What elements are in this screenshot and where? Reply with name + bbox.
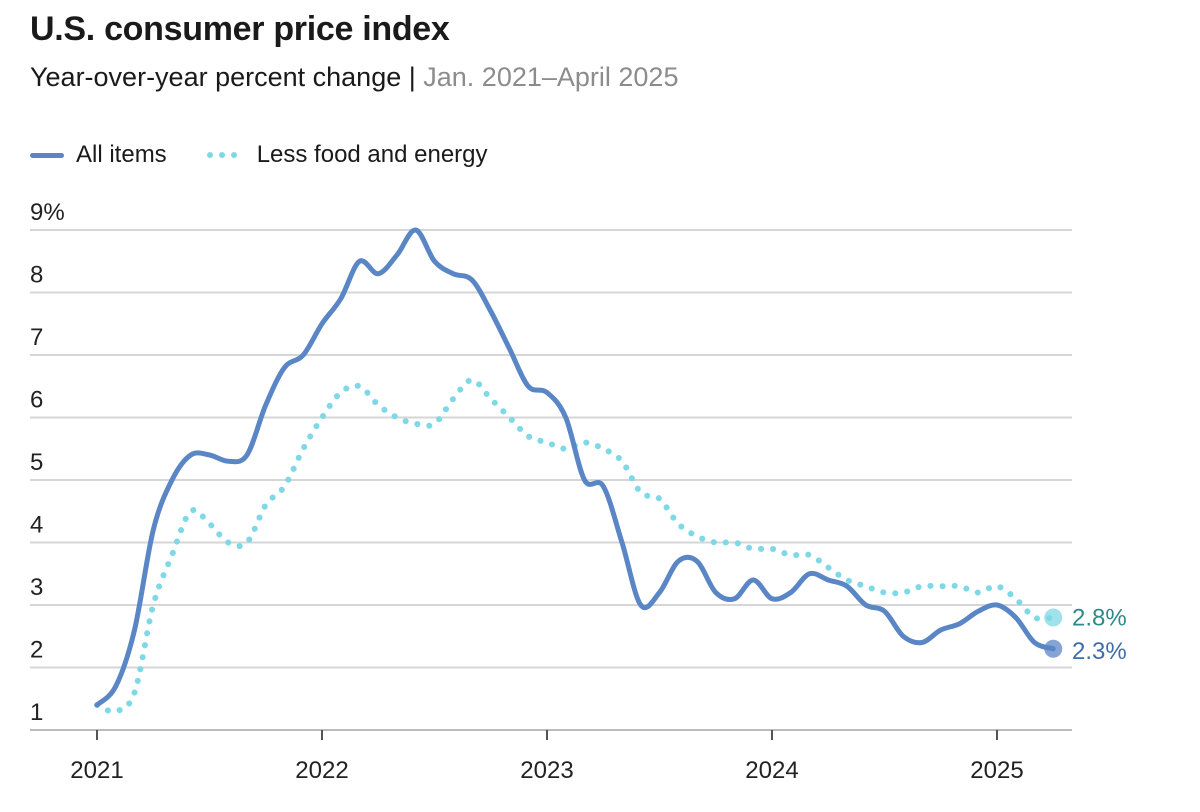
x-tick-label: 2025 — [970, 757, 1023, 784]
legend-dot — [206, 152, 213, 158]
y-tick-label: 9% — [30, 199, 65, 226]
end-label-less-food-and-energy: 2.8% — [1072, 605, 1127, 632]
legend-dot — [218, 152, 225, 158]
y-tick-label: 2 — [30, 637, 43, 664]
series-line-all-items — [94, 227, 1056, 708]
y-tick-label: 6 — [30, 387, 43, 414]
legend-swatch-dotted — [206, 152, 243, 158]
chart-title: U.S. consumer price index — [30, 10, 450, 48]
cpi-line-chart: 1 2 3 4 5 6 7 8 9% 2021 2022 2023 2024 2025 2.8% 2.3% — [30, 199, 1127, 784]
end-point-all-items — [1044, 639, 1063, 658]
series-line-less-food-and-energy — [94, 376, 1057, 715]
y-tick-label: 4 — [30, 512, 43, 539]
legend-dot — [230, 152, 237, 158]
end-label-all-items: 2.3% — [1072, 638, 1127, 665]
y-tick-label: 5 — [30, 449, 43, 476]
y-tick-label: 1 — [30, 699, 43, 726]
legend-label-core: Less food and energy — [256, 141, 488, 168]
legend-swatch-solid — [30, 152, 64, 158]
legend-label-all-items: All items — [76, 141, 167, 168]
y-tick-label: 7 — [30, 324, 43, 351]
chart-subtitle: Year-over-year percent change | Jan. 202… — [30, 62, 678, 93]
legend-item-core: Less food and energy — [206, 141, 488, 169]
x-tick-label: 2024 — [745, 757, 798, 784]
x-tick-label: 2023 — [520, 757, 573, 784]
legend-item-all-items: All items — [30, 141, 167, 169]
x-tick-label: 2022 — [295, 757, 348, 784]
subtitle-main: Year-over-year percent change — [30, 62, 402, 92]
end-point-less-food-and-energy — [1044, 608, 1063, 627]
chart-legend: All items Less food and energy — [30, 138, 528, 172]
y-tick-label: 8 — [30, 262, 43, 289]
subtitle-separator: | — [401, 62, 424, 92]
subtitle-date-range: Jan. 2021–April 2025 — [423, 62, 679, 92]
x-tick-label: 2021 — [70, 757, 123, 784]
y-tick-label: 3 — [30, 574, 43, 601]
